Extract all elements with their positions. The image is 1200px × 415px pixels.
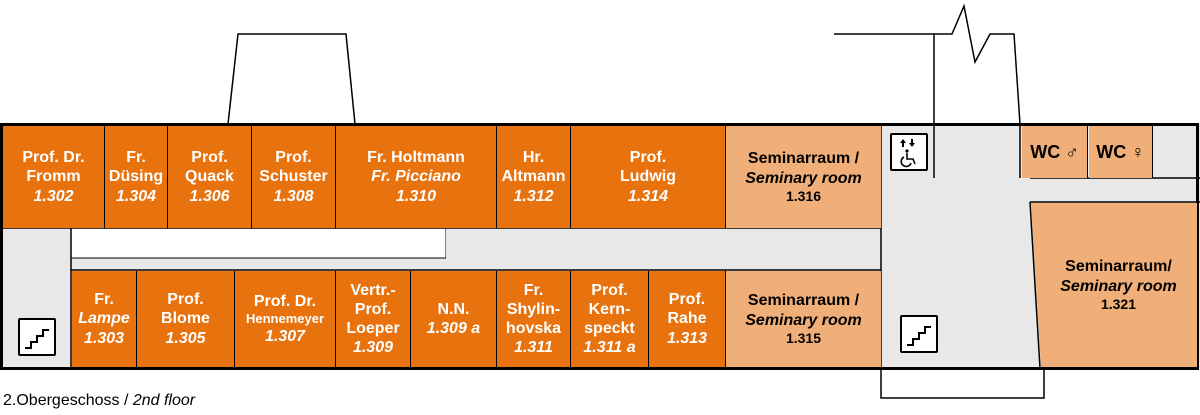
room-label: Düsing bbox=[108, 168, 164, 186]
room-label: Altmann bbox=[501, 168, 566, 186]
room-1312: Hr. Altmann 1.312 bbox=[497, 126, 571, 228]
stairs-icon-graphic bbox=[25, 329, 49, 349]
room-label: Prof. bbox=[591, 281, 628, 299]
room-label: Prof. Dr. bbox=[253, 293, 317, 311]
room-1314: Prof. Ludwig 1.314 bbox=[571, 126, 726, 228]
room-number: 1.303 bbox=[83, 329, 125, 347]
room-number: 1.309 a bbox=[426, 320, 481, 337]
room-number: 1.310 bbox=[395, 187, 437, 205]
room-number: 1.304 bbox=[115, 187, 157, 205]
seminar-room-1321: Seminarraum/ Seminary room 1.321 bbox=[1040, 203, 1197, 367]
room-1313: Prof. Rahe 1.313 bbox=[649, 271, 726, 367]
room-1309a: N.N. 1.309 a bbox=[411, 271, 497, 367]
room-label: Prof. bbox=[354, 300, 392, 318]
room-label: Kern- bbox=[588, 300, 631, 318]
room-label: Lampe bbox=[78, 310, 130, 328]
room-label: Hr. bbox=[522, 149, 545, 167]
stairs-icon-graphic bbox=[907, 326, 931, 346]
room-1310: Fr. Holtmann Fr. Picciano 1.310 bbox=[336, 126, 497, 228]
room-number: 1.311 bbox=[514, 339, 553, 357]
room-label: Ludwig bbox=[620, 168, 676, 186]
floor-caption: 2.Obergeschoss / 2nd floor bbox=[3, 392, 195, 410]
room-1303: Fr. Lampe 1.303 bbox=[72, 271, 137, 367]
room-1307: Prof. Dr. Hennemeyer 1.307 bbox=[235, 271, 336, 367]
room-number: 1.305 bbox=[165, 329, 206, 347]
room-label: Fromm bbox=[26, 168, 81, 186]
caption-english: 2nd floor bbox=[132, 392, 196, 409]
room-number: 1.306 bbox=[189, 187, 230, 205]
room-label: Fr. bbox=[126, 149, 146, 167]
room-label: Seminarraum / bbox=[747, 150, 860, 168]
room-number: 1.311 a bbox=[583, 339, 636, 357]
room-number: 1.314 bbox=[627, 187, 669, 205]
room-label: Seminary room bbox=[745, 311, 862, 329]
room-label: Prof. bbox=[275, 149, 312, 167]
room-label: Schuster bbox=[259, 168, 328, 186]
room-number: 1.307 bbox=[264, 327, 306, 345]
seminar-room-1316: Seminarraum / Seminary room 1.316 bbox=[726, 126, 881, 228]
room-label: Prof. Dr. bbox=[22, 149, 85, 167]
room-label: Rahe bbox=[667, 310, 707, 328]
room-label: Fr. bbox=[94, 291, 114, 309]
room-number: 1.321 bbox=[1100, 295, 1137, 312]
room-1309: Vertr.- Prof. Loeper 1.309 bbox=[336, 271, 411, 367]
wc-label: WC ♀ bbox=[1096, 141, 1145, 162]
room-number: 1.302 bbox=[33, 187, 74, 205]
room-label: Prof. bbox=[668, 291, 706, 309]
room-number: 1.308 bbox=[273, 187, 314, 205]
corridor-island bbox=[70, 227, 447, 259]
room-label: Seminarraum / bbox=[747, 292, 860, 310]
room-1306: Prof. Quack 1.306 bbox=[168, 126, 252, 228]
wc-label: WC ♂ bbox=[1030, 141, 1079, 162]
room-number: 1.315 bbox=[785, 329, 822, 346]
room-1305: Prof. Blome 1.305 bbox=[137, 271, 235, 367]
elevator-icon-graphic bbox=[900, 139, 916, 168]
elevator-icon bbox=[890, 133, 928, 171]
room-label: Prof. bbox=[629, 149, 667, 167]
seminar-room-1315: Seminarraum / Seminary room 1.315 bbox=[726, 271, 881, 367]
room-label: Vertr.- bbox=[350, 281, 396, 299]
room-number: 1.309 bbox=[352, 339, 394, 357]
room-label: Fr. Holtmann bbox=[367, 149, 465, 167]
room-label: Seminarraum/ bbox=[1065, 258, 1172, 276]
room-1302: Prof. Dr. Fromm 1.302 bbox=[3, 126, 105, 228]
wc-female: WC ♀ bbox=[1089, 126, 1153, 178]
room-number: 1.313 bbox=[666, 329, 708, 347]
room-label: Prof. bbox=[167, 291, 204, 309]
stairs-icon bbox=[18, 318, 56, 356]
room-label: Seminary room bbox=[745, 169, 862, 187]
caption-german: 2.Obergeschoss / bbox=[3, 392, 133, 409]
room-label: Hennemeyer bbox=[245, 311, 325, 327]
room-1304: Fr. Düsing 1.304 bbox=[105, 126, 168, 228]
room-label: Blome bbox=[161, 310, 210, 328]
room-number: 1.312 bbox=[513, 187, 554, 205]
room-label: Fr. bbox=[523, 281, 544, 299]
room-label: hovska bbox=[505, 320, 562, 337]
room-number: 1.316 bbox=[785, 187, 822, 204]
room-1311: Fr. Shylin- hovska 1.311 bbox=[497, 271, 571, 367]
room-label: Loeper bbox=[346, 320, 400, 337]
room-1308: Prof. Schuster 1.308 bbox=[252, 126, 336, 228]
room-label: Quack bbox=[185, 168, 234, 186]
wc-male: WC ♂ bbox=[1022, 126, 1088, 178]
outer-wall bbox=[0, 123, 1199, 370]
room-label: speckt bbox=[584, 320, 635, 337]
room-label: Fr. Picciano bbox=[371, 168, 461, 186]
room-1311a: Prof. Kern- speckt 1.311 a bbox=[571, 271, 649, 367]
stairs-icon bbox=[900, 315, 938, 353]
room-label: Shylin- bbox=[506, 300, 561, 318]
wheelchair-icon bbox=[900, 149, 916, 168]
corridor-center bbox=[446, 228, 880, 270]
room-label: N.N. bbox=[437, 300, 470, 318]
room-label: Seminary room bbox=[1060, 277, 1177, 295]
room-label: Prof. bbox=[191, 149, 228, 167]
